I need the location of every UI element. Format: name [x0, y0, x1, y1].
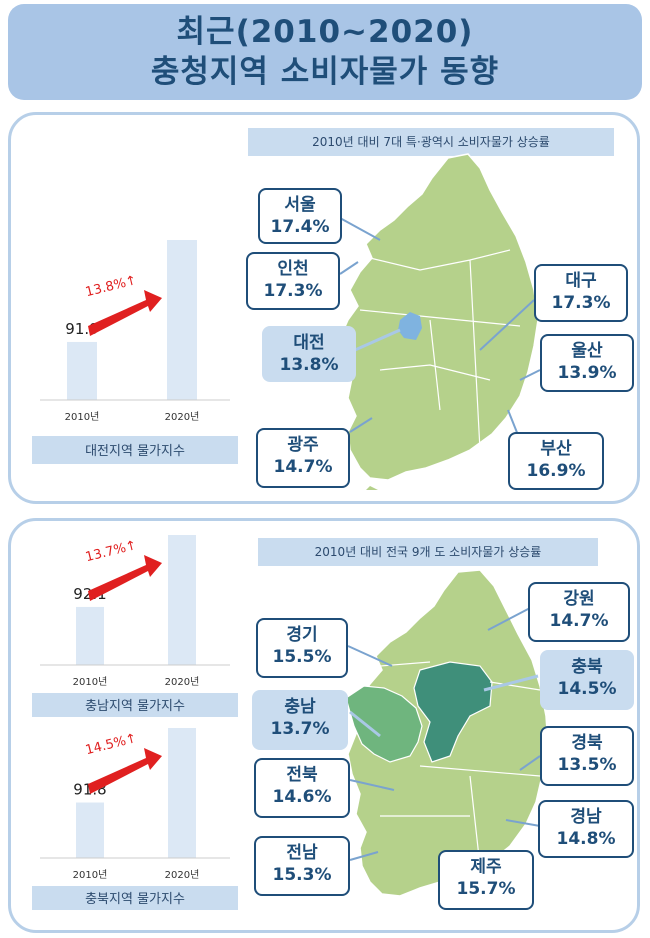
map1-land: [339, 153, 539, 481]
title-line-1: 최근(2010~2020): [176, 14, 474, 50]
callout-jeju-name: 제주: [470, 857, 502, 877]
change-arrow: [88, 290, 162, 336]
callout-jeju-value: 15.7%: [456, 879, 516, 899]
title-line-2: 충청지역 소비자물가 동향: [150, 54, 500, 90]
callout-gyeonggi-value: 15.5%: [272, 647, 332, 667]
callout-ulsan: 울산 13.9%: [540, 334, 634, 392]
callout-incheon-value: 17.3%: [263, 281, 323, 301]
callout-jeonnam-name: 전남: [286, 843, 318, 863]
callout-gyeongbuk-name: 경북: [571, 733, 603, 753]
callout-ulsan-name: 울산: [571, 341, 603, 361]
bar-0: [67, 341, 97, 400]
callout-daejeon: 대전 13.8%: [262, 326, 356, 382]
callout-chungbuk-name: 충북: [571, 657, 603, 677]
callout-chungbuk: 충북 14.5%: [540, 650, 634, 710]
callout-incheon: 인천 17.3%: [246, 252, 340, 310]
category-label-1: 2020년: [165, 676, 200, 688]
chart-title: 대전지역 물가지수: [85, 444, 185, 459]
panel2-band-label: 2010년 대비 전국 9개 도 소비자물가 상승률: [258, 538, 598, 566]
callout-busan-value: 16.9%: [526, 461, 586, 481]
callout-gangwon: 강원 14.7%: [528, 582, 630, 642]
callout-gwangju-value: 14.7%: [273, 457, 333, 477]
map2-chungbuk: [413, 661, 493, 763]
change-arrow: [88, 555, 162, 601]
callout-busan-name: 부산: [540, 439, 572, 459]
callout-ulsan-value: 13.9%: [557, 363, 617, 383]
panel1-band-label: 2010년 대비 7대 특·광역시 소비자물가 상승률: [248, 128, 614, 156]
callout-gangwon-name: 강원: [563, 589, 595, 609]
callout-gangwon-value: 14.7%: [549, 611, 609, 631]
callout-chungbuk-value: 14.5%: [557, 679, 617, 699]
callout-chungnam: 충남 13.7%: [252, 690, 348, 750]
category-label-0: 2010년: [65, 411, 100, 423]
map1-daejeon: [398, 312, 422, 340]
chart-title-band: [32, 886, 238, 910]
callout-gyeongbuk-value: 13.5%: [557, 755, 617, 775]
callout-seoul-value: 17.4%: [270, 217, 330, 237]
chart-title-band: [32, 693, 238, 717]
category-label-0: 2010년: [73, 869, 108, 881]
change-label: 14.5%↑: [84, 731, 138, 758]
callout-jeonbuk-value: 14.6%: [272, 787, 332, 807]
callout-gyeonggi-name: 경기: [286, 625, 318, 645]
callout-chungnam-value: 13.7%: [270, 719, 330, 739]
callout-jeonnam: 전남 15.3%: [254, 836, 350, 896]
map2-region-lines: [379, 661, 541, 867]
bar-1: [168, 728, 196, 858]
chart-chungnam-index: 92.12010년104.72020년13.7%↑충남지역 물가지수: [32, 535, 238, 717]
callout-gyeonggi: 경기 15.5%: [256, 618, 348, 678]
bar-0: [76, 802, 104, 858]
bar-1: [168, 535, 196, 665]
callout-gwangju: 광주 14.7%: [256, 428, 350, 488]
callout-seoul: 서울 17.4%: [258, 188, 342, 244]
callout-daegu-value: 17.3%: [551, 293, 611, 313]
callout-busan: 부산 16.9%: [508, 432, 604, 490]
chart-daejeon-index: 91.92010년104.62020년13.8%↑대전지역 물가지수: [32, 240, 238, 464]
map1-jeju: [366, 486, 378, 490]
callout-daejeon-value: 13.8%: [279, 355, 339, 375]
callout-gyeongnam: 경남 14.8%: [538, 800, 634, 858]
callout-jeonbuk-name: 전북: [286, 765, 318, 785]
korea-map-2: [345, 569, 549, 897]
chart-title: 충남지역 물가지수: [85, 699, 185, 714]
callout-gyeongbuk: 경북 13.5%: [540, 726, 634, 786]
change-arrow: [88, 748, 162, 794]
callout-gwangju-name: 광주: [287, 435, 319, 455]
callout-daegu: 대구 17.3%: [534, 264, 628, 322]
category-label-0: 2010년: [73, 676, 108, 688]
change-label: 13.7%↑: [84, 538, 138, 565]
callout-incheon-name: 인천: [277, 259, 309, 279]
callout-gyeongnam-name: 경남: [570, 807, 602, 827]
korea-map-1: [339, 153, 539, 490]
callout-daejeon-name: 대전: [293, 333, 325, 353]
bar-1: [167, 240, 197, 400]
map1-region-lines: [359, 249, 521, 451]
callout-seoul-name: 서울: [284, 195, 316, 215]
title-banner: 최근(2010~2020) 충청지역 소비자물가 동향: [8, 4, 642, 100]
callout-jeonnam-value: 15.3%: [272, 865, 332, 885]
chart-title: 충북지역 물가지수: [85, 892, 185, 907]
callout-jeju: 제주 15.7%: [438, 850, 534, 910]
category-label-1: 2020년: [165, 411, 200, 423]
chart-title-band: [32, 436, 238, 464]
callout-daegu-name: 대구: [565, 271, 597, 291]
category-label-1: 2020년: [165, 869, 200, 881]
callout-chungnam-name: 충남: [284, 697, 316, 717]
chart-chungbuk-index: 91.82010년105.22020년14.5%↑충북지역 물가지수: [32, 728, 238, 910]
callout-jeonbuk: 전북 14.6%: [254, 758, 350, 818]
map2-chungnam: [345, 685, 423, 763]
callout-gyeongnam-value: 14.8%: [556, 829, 616, 849]
bar-0: [76, 606, 104, 665]
